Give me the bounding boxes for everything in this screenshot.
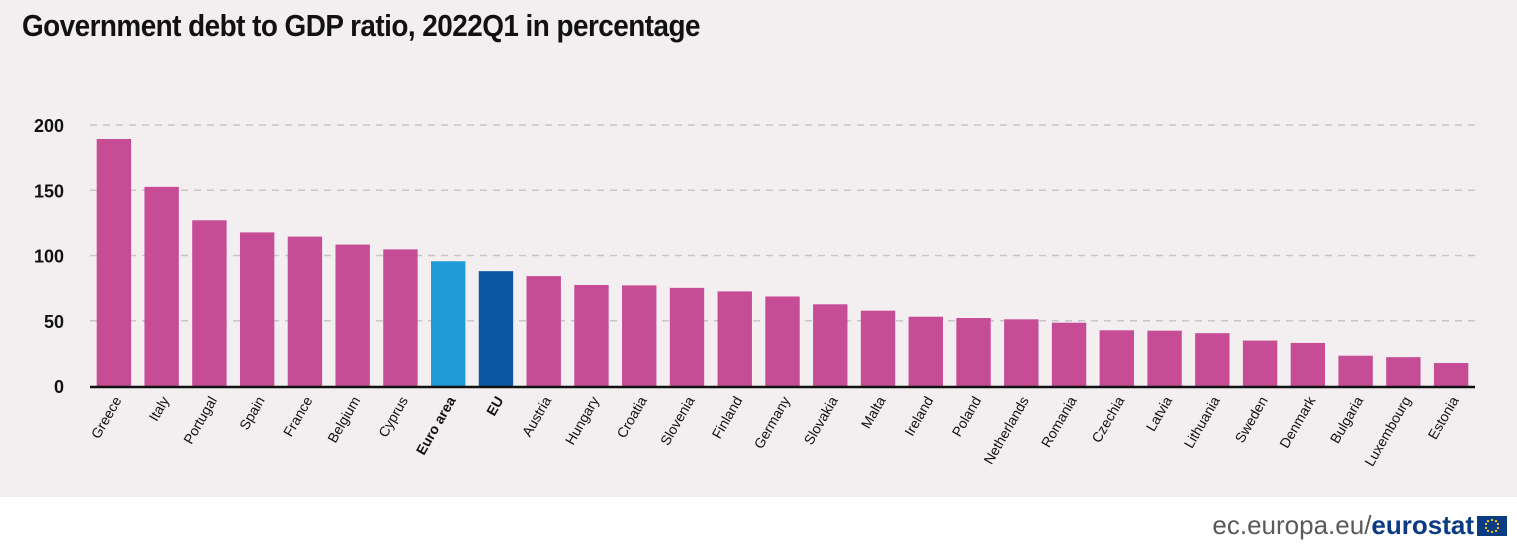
x-label-lithuania: Lithuania: [1181, 393, 1223, 450]
source-domain: ec.europa.eu/: [1212, 510, 1372, 540]
bar-hungary: [574, 284, 609, 386]
x-label-poland: Poland: [948, 394, 984, 440]
y-tick-label-150: 150: [34, 181, 64, 201]
bar-luxembourg: [1386, 357, 1421, 386]
bar-croatia: [622, 285, 657, 386]
bar-slovenia: [669, 287, 705, 386]
bar-malta: [860, 310, 896, 386]
bar-spain: [239, 232, 275, 386]
bar-denmark: [1290, 342, 1326, 386]
x-label-greece: Greece: [88, 393, 125, 441]
chart-title: Government debt to GDP ratio, 2022Q1 in …: [22, 8, 700, 43]
bar-cyprus: [383, 249, 418, 386]
x-label-ireland: Ireland: [901, 394, 936, 439]
bar-euro-area: [431, 261, 466, 386]
x-label-romania: Romania: [1038, 393, 1080, 450]
x-label-france: France: [280, 393, 316, 439]
x-label-bulgaria: Bulgaria: [1327, 393, 1367, 446]
x-label-sweden: Sweden: [1232, 394, 1271, 446]
x-label-belgium: Belgium: [324, 394, 363, 446]
bar-finland: [717, 291, 752, 386]
bar-slovakia: [813, 304, 848, 386]
bar-eu: [478, 271, 514, 386]
x-label-czechia: Czechia: [1088, 393, 1127, 445]
x-label-spain: Spain: [236, 394, 268, 433]
x-label-finland: Finland: [709, 394, 746, 442]
bar-bulgaria: [1338, 355, 1373, 386]
bar-belgium: [335, 244, 370, 386]
x-label-malta: Malta: [858, 393, 889, 431]
bar-romania: [1051, 322, 1087, 386]
y-tick-label-50: 50: [44, 312, 64, 332]
x-label-slovakia: Slovakia: [801, 393, 841, 447]
bar-estonia: [1433, 363, 1469, 386]
bars: [96, 138, 1469, 386]
y-tick-label-200: 200: [34, 116, 64, 136]
x-label-austria: Austria: [519, 393, 555, 439]
bar-lithuania: [1195, 333, 1230, 386]
source-credit: ec.europa.eu/ eurostat: [1212, 510, 1507, 541]
x-axis-labels: Greece Italy Portugal Spain France Belgium Cyp…: [88, 393, 1462, 469]
x-label-slovenia: Slovenia: [657, 393, 698, 448]
bar-ireland: [908, 316, 943, 386]
x-label-portugal: Portugal: [180, 394, 220, 447]
eurostat-brand: eurostat: [1371, 510, 1474, 540]
bar-greece: [96, 138, 132, 386]
bar-chart: 0 50 100 150 200 Greece Italy Portugal Spain Fra…: [34, 116, 1475, 469]
x-label-estonia: Estonia: [1425, 393, 1462, 442]
y-tick-label-0: 0: [54, 377, 64, 397]
x-label-croatia: Croatia: [613, 393, 650, 440]
y-tick-label-100: 100: [34, 247, 64, 267]
bar-austria: [526, 276, 561, 386]
x-label-latvia: Latvia: [1143, 393, 1176, 434]
x-label-luxembourg: Luxembourg: [1361, 394, 1414, 469]
x-label-eu: EU: [483, 394, 507, 419]
bar-sweden: [1242, 340, 1278, 386]
eu-flag-icon: [1477, 515, 1507, 536]
x-label-euro-area: Euro area: [413, 393, 459, 457]
y-axis-ticks: 0 50 100 150 200: [34, 116, 64, 397]
bar-germany: [765, 296, 800, 386]
bar-italy: [144, 186, 179, 386]
bar-france: [287, 236, 323, 386]
x-label-cyprus: Cyprus: [375, 394, 411, 440]
bar-netherlands: [1004, 319, 1039, 386]
bar-czechia: [1099, 330, 1135, 386]
x-label-netherlands: Netherlands: [980, 394, 1032, 467]
x-label-hungary: Hungary: [562, 394, 602, 448]
bar-poland: [956, 318, 991, 386]
bar-latvia: [1147, 330, 1182, 386]
x-label-italy: Italy: [146, 394, 173, 424]
x-label-germany: Germany: [750, 394, 793, 452]
x-label-denmark: Denmark: [1276, 393, 1319, 451]
bar-portugal: [192, 220, 227, 386]
